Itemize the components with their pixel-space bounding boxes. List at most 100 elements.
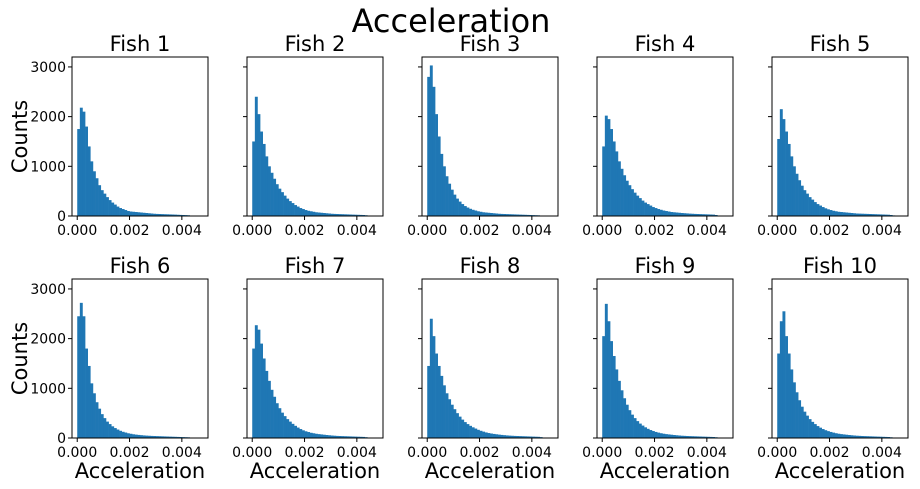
- histogram-bar: [304, 431, 308, 438]
- axes-frame: [421, 278, 559, 439]
- histogram-bar: [281, 192, 284, 216]
- histogram-bar: [526, 214, 530, 216]
- histogram-bar: [338, 436, 342, 438]
- axes-frame: [421, 56, 559, 217]
- histogram-bar: [803, 411, 807, 438]
- y-tick-label: 3000: [30, 60, 66, 76]
- histogram-bar: [819, 427, 822, 438]
- histogram-bar: [688, 436, 692, 438]
- histogram-bar: [322, 434, 326, 438]
- histogram-bar: [137, 434, 141, 438]
- histogram-bar: [463, 422, 467, 438]
- histogram-bar: [651, 207, 655, 216]
- histogram-bar: [176, 214, 180, 216]
- histogram-bar: [537, 436, 540, 438]
- histogram-bar: [709, 436, 713, 438]
- histogram-bar: [874, 214, 877, 216]
- histogram-bar: [792, 382, 796, 438]
- histogram-bar: [312, 211, 316, 216]
- histogram-bars: [777, 311, 896, 438]
- histogram-bar: [510, 214, 514, 216]
- histogram-bar: [884, 214, 888, 216]
- histogram-bar: [631, 189, 634, 216]
- histogram-bar: [845, 434, 849, 438]
- panel-fish-5: Fish 5 0.000 0.002 0.004: [757, 32, 909, 239]
- histogram-bar: [106, 421, 109, 438]
- histogram-bar: [654, 431, 658, 438]
- histogram-bar: [322, 213, 326, 216]
- histogram-bar: [790, 156, 794, 216]
- histogram-bar: [803, 190, 807, 216]
- y-axis-label: Counts: [8, 322, 32, 395]
- histogram-bar: [307, 210, 311, 216]
- histogram-bar: [150, 213, 154, 216]
- histogram-bar: [160, 214, 164, 216]
- histogram-bar: [469, 425, 472, 438]
- histogram-bar: [688, 213, 692, 216]
- histogram-bar: [816, 426, 820, 438]
- histogram-bar: [429, 318, 433, 438]
- histogram-bar: [868, 214, 872, 216]
- histogram-bar: [513, 435, 517, 438]
- histogram-bars: [602, 115, 721, 216]
- histogram-bar: [482, 431, 486, 438]
- histogram-bar: [296, 206, 300, 216]
- histogram-bar: [863, 213, 867, 216]
- histogram-bar: [798, 400, 802, 438]
- histogram-bar: [521, 436, 525, 438]
- histogram-bar: [829, 431, 833, 438]
- histogram-bar: [168, 436, 172, 438]
- x-axis-label: Acceleration: [425, 459, 556, 483]
- figure-suptitle: Acceleration: [352, 2, 551, 40]
- histogram-bar: [116, 429, 120, 438]
- x-tick-label: 0.002: [284, 223, 324, 239]
- histogram-bar: [456, 198, 459, 216]
- histogram-bar: [678, 435, 681, 438]
- histogram-bar: [785, 131, 788, 216]
- histogram-bar: [343, 214, 347, 216]
- histogram-bar: [179, 214, 183, 216]
- histogram-bar: [638, 423, 642, 438]
- y-tick-label: 2000: [30, 110, 66, 126]
- histogram-bar: [108, 200, 112, 216]
- panel-fish-3: Fish 3 0.000 0.002 0.004: [407, 32, 559, 239]
- histogram-bar: [782, 311, 786, 438]
- histogram-bar: [286, 198, 290, 216]
- panel-fish-6: Fish 6 0.000 0.002 0.004 0 1000 2000 3000 Counts…: [8, 254, 209, 483]
- histogram-bar: [450, 189, 454, 216]
- histogram-bar: [108, 424, 112, 438]
- histogram-bar: [129, 433, 133, 438]
- histogram-bar: [712, 214, 715, 216]
- histogram-bar: [516, 436, 520, 438]
- histogram-bar: [683, 435, 687, 438]
- histogram-bar: [811, 199, 815, 216]
- histogram-bar: [808, 419, 812, 438]
- histogram-bar: [834, 211, 838, 216]
- panel-fish-1: Fish 1 0.000 0.002 0.004 0 1000 2000 3000 Counts: [8, 32, 209, 239]
- histogram-bar: [448, 183, 452, 216]
- histogram-bar: [174, 214, 177, 216]
- histogram-bar: [806, 193, 809, 216]
- histogram-bar: [500, 434, 504, 438]
- histogram-bar: [644, 202, 647, 216]
- histogram-bar: [275, 403, 279, 438]
- histogram-bar: [317, 212, 321, 216]
- histogram-bar: [657, 209, 661, 216]
- histogram-bar: [106, 197, 109, 216]
- histogram-bar: [500, 213, 504, 216]
- axes-frame: [596, 278, 734, 439]
- histogram-bar: [176, 436, 180, 438]
- x-tick-label: 0.004: [862, 223, 902, 239]
- histogram-bar: [257, 329, 261, 438]
- histogram-bar: [884, 436, 888, 438]
- histogram-bar: [826, 431, 830, 438]
- histogram-bar: [654, 208, 658, 216]
- histogram-bar: [145, 435, 149, 438]
- histogram-bar: [813, 424, 817, 438]
- histogram-bar: [471, 427, 475, 438]
- histogram-bar: [785, 336, 788, 438]
- histogram-bar: [299, 208, 303, 216]
- histogram-bar: [129, 211, 133, 216]
